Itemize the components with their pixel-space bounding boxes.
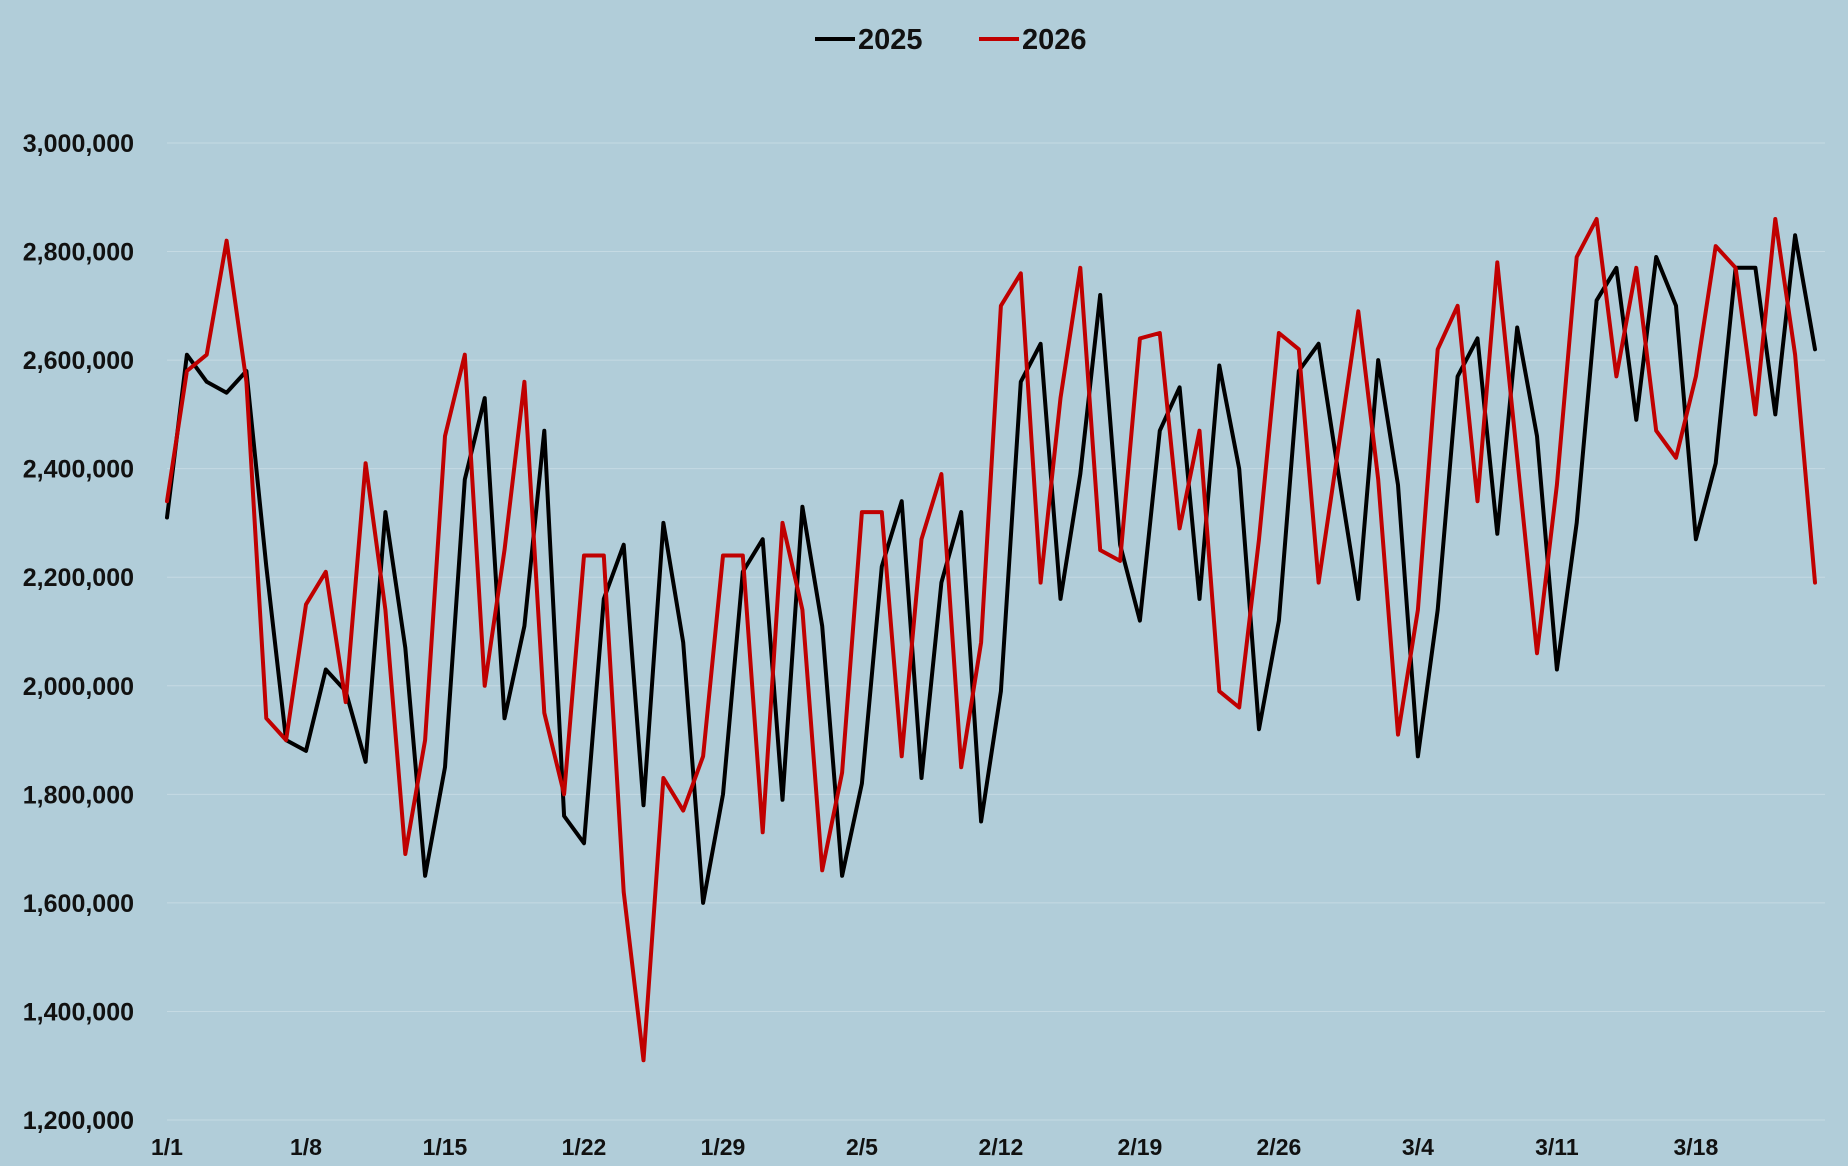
x-tick-label: 1/15 (423, 1134, 468, 1160)
y-tick-label: 3,000,000 (23, 130, 134, 158)
y-tick-label: 1,800,000 (23, 781, 134, 809)
x-tick-label: 1/29 (701, 1134, 746, 1160)
y-tick-label: 1,200,000 (23, 1107, 134, 1135)
y-tick-label: 1,400,000 (23, 998, 134, 1026)
series-line-2025 (165, 233, 1817, 905)
y-tick-label: 2,200,000 (23, 564, 134, 592)
x-tick-label: 2/19 (1118, 1134, 1163, 1160)
x-tick-label: 3/4 (1402, 1134, 1434, 1160)
x-tick-label: 2/12 (979, 1134, 1024, 1160)
legend-label-2025: 2025 (858, 24, 923, 56)
y-tick-label: 2,000,000 (23, 673, 134, 701)
x-tick-label: 3/18 (1673, 1134, 1718, 1160)
x-tick-label: 2/26 (1257, 1134, 1302, 1160)
x-tick-label: 2/5 (846, 1134, 878, 1160)
y-tick-label: 2,800,000 (23, 239, 134, 267)
x-tick-label: 1/8 (290, 1134, 322, 1160)
y-tick-label: 2,600,000 (23, 347, 134, 375)
y-tick-label: 2,400,000 (23, 456, 134, 484)
x-tick-label: 1/1 (151, 1134, 183, 1160)
x-tick-label: 3/11 (1535, 1134, 1579, 1160)
series-lines (165, 217, 1817, 1063)
y-tick-label: 1,600,000 (23, 890, 134, 918)
legend: 2025 2026 (815, 24, 1087, 56)
series-line-2026 (165, 217, 1817, 1063)
legend-label-2026: 2026 (1022, 24, 1087, 56)
y-axis: 1,200,000 1,400,000 1,600,000 1,800,000 2,00… (23, 130, 134, 1135)
x-tick-label: 1/22 (562, 1134, 607, 1160)
x-axis: 1/1 1/8 1/15 1/22 1/29 2/5 2/12 2/19 2/26 3/4 3/11… (151, 1134, 1718, 1160)
